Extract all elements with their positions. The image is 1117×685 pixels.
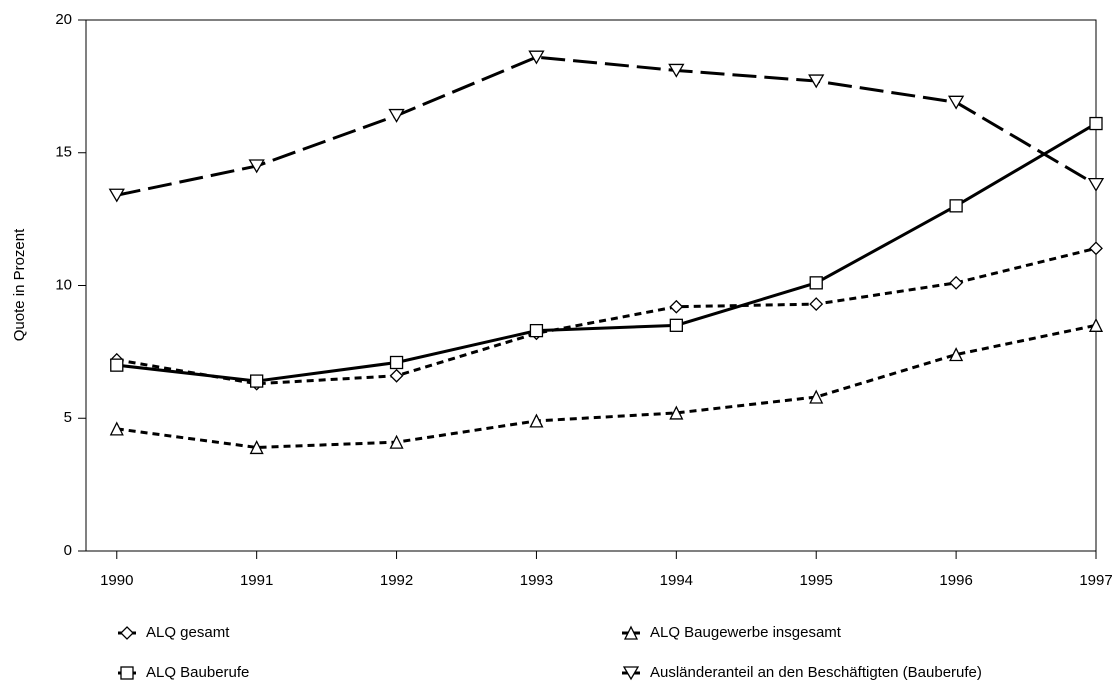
- marker: [250, 374, 264, 388]
- marker: [528, 50, 545, 65]
- marker: [248, 159, 265, 174]
- marker: [389, 434, 404, 449]
- y-tick-label: 0: [64, 542, 72, 559]
- marker: [809, 276, 823, 290]
- marker: [669, 318, 683, 332]
- marker: [809, 297, 824, 312]
- marker: [529, 413, 544, 428]
- x-tick-label: 1996: [939, 572, 972, 589]
- marker: [388, 108, 405, 123]
- series-line: [116, 246, 1097, 386]
- series-line: [116, 323, 1097, 449]
- y-tick-label: 15: [55, 144, 72, 161]
- marker: [109, 421, 124, 436]
- marker: [949, 347, 964, 362]
- y-tick-label: 10: [55, 276, 72, 293]
- x-tick-label: 1990: [100, 572, 133, 589]
- marker: [110, 358, 124, 372]
- x-tick-label: 1991: [240, 572, 273, 589]
- y-axis-label: Quote in Prozent: [11, 228, 28, 341]
- marker: [389, 355, 404, 370]
- marker: [809, 389, 824, 404]
- legend-label: ALQ gesamt: [146, 624, 230, 641]
- x-tick-label: 1994: [660, 572, 693, 589]
- y-tick-label: 5: [64, 409, 72, 426]
- legend-label: ALQ Baugewerbe insgesamt: [650, 624, 842, 641]
- legend-label: Ausländeranteil an den Beschäftigten (Ba…: [650, 664, 982, 681]
- marker: [949, 275, 964, 290]
- marker: [389, 368, 404, 383]
- marker: [529, 323, 544, 338]
- marker: [669, 405, 684, 420]
- marker: [949, 199, 963, 213]
- legend-marker: [622, 666, 640, 681]
- x-tick-label: 1992: [380, 572, 413, 589]
- marker: [249, 440, 264, 455]
- series-line: [116, 55, 1097, 197]
- legend-marker: [120, 626, 134, 640]
- series-line: [116, 122, 1097, 383]
- x-tick-label: 1993: [520, 572, 553, 589]
- x-tick-label: 1997: [1079, 572, 1112, 589]
- legend-marker: [623, 625, 639, 640]
- marker: [808, 74, 825, 89]
- marker: [669, 299, 684, 314]
- marker: [1087, 177, 1105, 192]
- legend-label: ALQ Bauberufe: [146, 664, 249, 681]
- marker: [1088, 317, 1104, 332]
- marker: [668, 63, 685, 78]
- marker: [108, 188, 125, 203]
- marker: [1089, 116, 1103, 131]
- legend-marker: [120, 666, 134, 680]
- y-tick-label: 20: [55, 11, 72, 28]
- marker: [947, 95, 965, 110]
- x-tick-label: 1995: [800, 572, 833, 589]
- marker: [1089, 241, 1103, 256]
